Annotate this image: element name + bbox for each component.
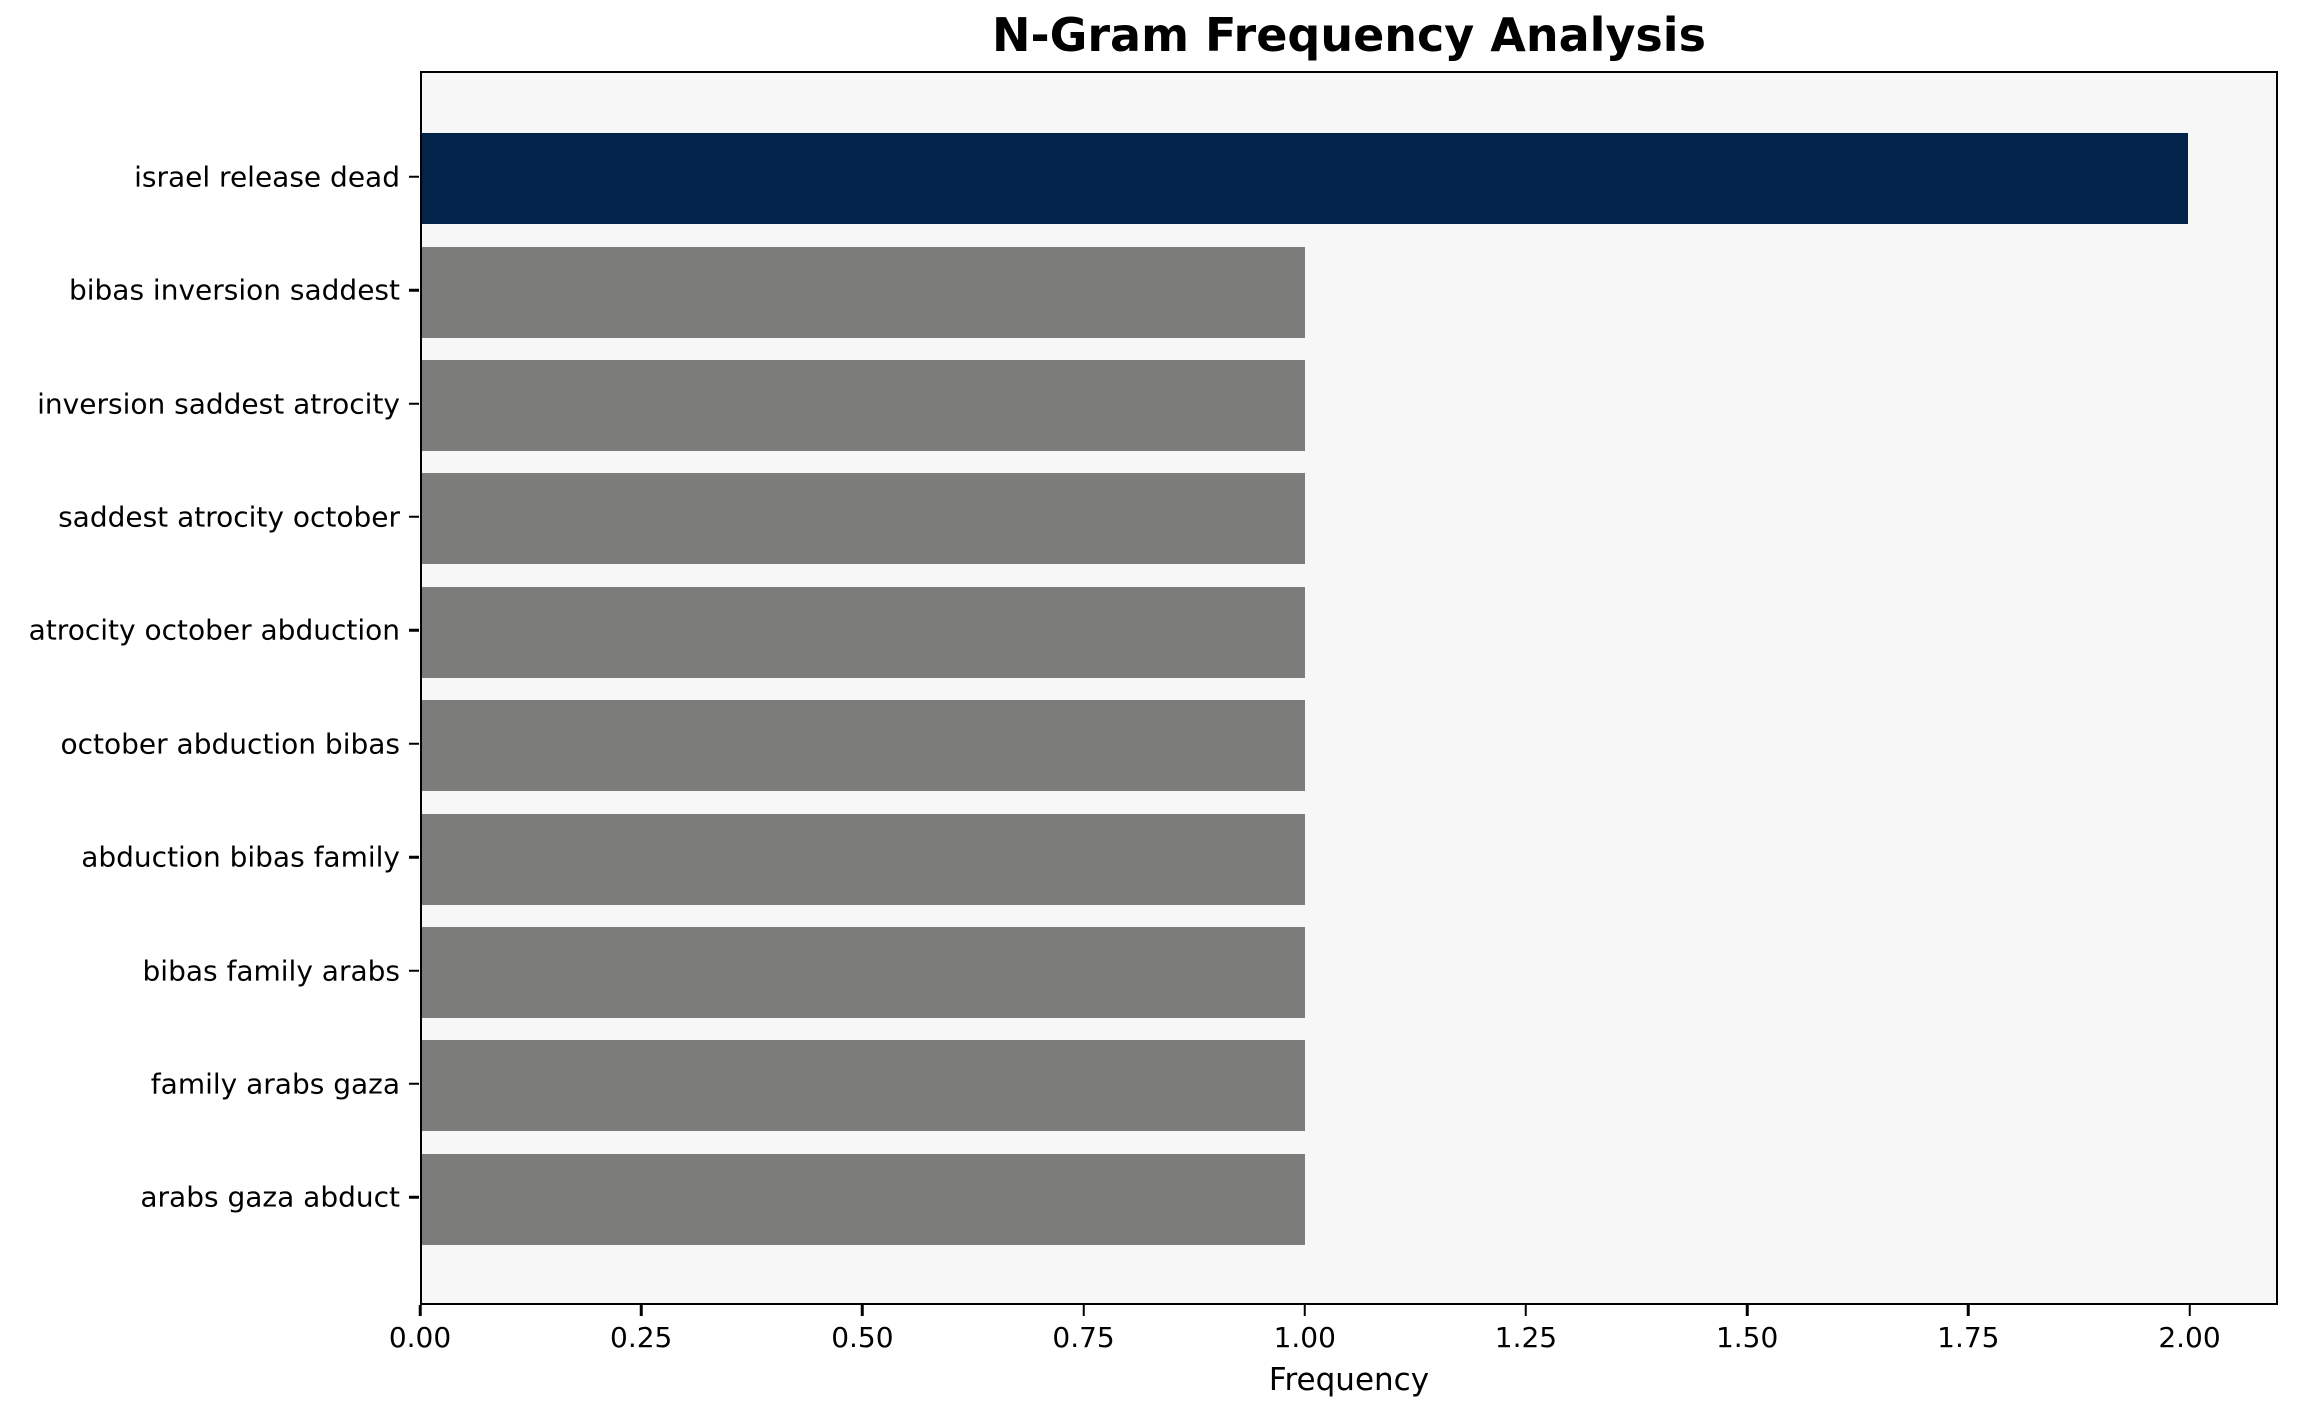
x-tick-label-1.00: 1.00 bbox=[1273, 1321, 1336, 1354]
y-tick-label-atrocity-october-abduction: atrocity october abduction bbox=[28, 613, 400, 647]
y-tick-label-arabs-gaza-abduct: arabs gaza abduct bbox=[140, 1180, 400, 1214]
bar-october-abduction-bibas bbox=[422, 700, 1305, 792]
y-tick-label-october-abduction-bibas: october abduction bibas bbox=[60, 727, 401, 761]
x-tick-label-0.25: 0.25 bbox=[610, 1321, 673, 1354]
plot-area bbox=[420, 71, 2278, 1305]
y-tick-mark bbox=[409, 402, 419, 405]
bar-bibas-inversion-saddest bbox=[422, 246, 1305, 338]
y-tick-mark bbox=[409, 175, 419, 178]
chart-title: N-Gram Frequency Analysis bbox=[992, 8, 1706, 62]
x-tick-label-1.50: 1.50 bbox=[1715, 1321, 1779, 1354]
x-tick-mark bbox=[1303, 1305, 1306, 1316]
y-tick-label-bibas-family-arabs: bibas family arabs bbox=[142, 954, 400, 987]
y-tick-label-family-arabs-gaza: family arabs gaza bbox=[150, 1067, 400, 1101]
y-tick-label-israel-release-dead: israel release dead bbox=[134, 160, 400, 194]
x-tick-label-0.00: 0.00 bbox=[388, 1321, 452, 1354]
y-tick-label-saddest-atrocity-october: saddest atrocity october bbox=[58, 500, 400, 534]
x-tick-mark bbox=[418, 1305, 422, 1316]
x-axis-title: Frequency bbox=[1268, 1362, 1430, 1398]
y-tick-mark bbox=[409, 969, 419, 972]
bar-family-arabs-gaza bbox=[422, 1040, 1305, 1132]
y-tick-mark bbox=[409, 515, 419, 519]
bar-saddest-atrocity-october bbox=[422, 473, 1305, 565]
x-tick-mark bbox=[639, 1305, 643, 1316]
x-tick-mark bbox=[1082, 1305, 1085, 1316]
x-tick-label-0.75: 0.75 bbox=[1052, 1321, 1115, 1354]
y-tick-label-inversion-saddest-atrocity: inversion saddest atrocity bbox=[37, 387, 400, 420]
x-tick-mark bbox=[1967, 1305, 1970, 1316]
bar-bibas-family-arabs bbox=[422, 927, 1305, 1018]
bar-arabs-gaza-abduct bbox=[422, 1153, 1305, 1245]
y-tick-mark bbox=[409, 629, 419, 632]
y-tick-label-abduction-bibas-family: abduction bibas family bbox=[81, 840, 400, 874]
bar-israel-release-dead bbox=[422, 133, 2188, 225]
x-tick-label-0.50: 0.50 bbox=[831, 1321, 894, 1354]
y-tick-mark bbox=[409, 288, 419, 292]
x-tick-mark bbox=[861, 1305, 864, 1316]
bar-abduction-bibas-family bbox=[422, 813, 1305, 905]
bar-inversion-saddest-atrocity bbox=[422, 360, 1305, 451]
x-tick-mark bbox=[1524, 1305, 1528, 1316]
bar-atrocity-october-abduction bbox=[422, 586, 1305, 678]
x-tick-mark bbox=[2188, 1305, 2191, 1316]
y-tick-mark bbox=[409, 855, 419, 859]
x-tick-label-1.25: 1.25 bbox=[1494, 1321, 1558, 1354]
x-tick-mark bbox=[1745, 1305, 1749, 1316]
y-tick-label-bibas-inversion-saddest: bibas inversion saddest bbox=[68, 273, 400, 307]
y-tick-mark bbox=[409, 1196, 419, 1199]
x-tick-label-1.75: 1.75 bbox=[1937, 1321, 2000, 1354]
y-tick-mark bbox=[409, 1082, 419, 1086]
y-tick-mark bbox=[409, 742, 419, 745]
x-tick-label-2.00: 2.00 bbox=[2158, 1321, 2221, 1354]
